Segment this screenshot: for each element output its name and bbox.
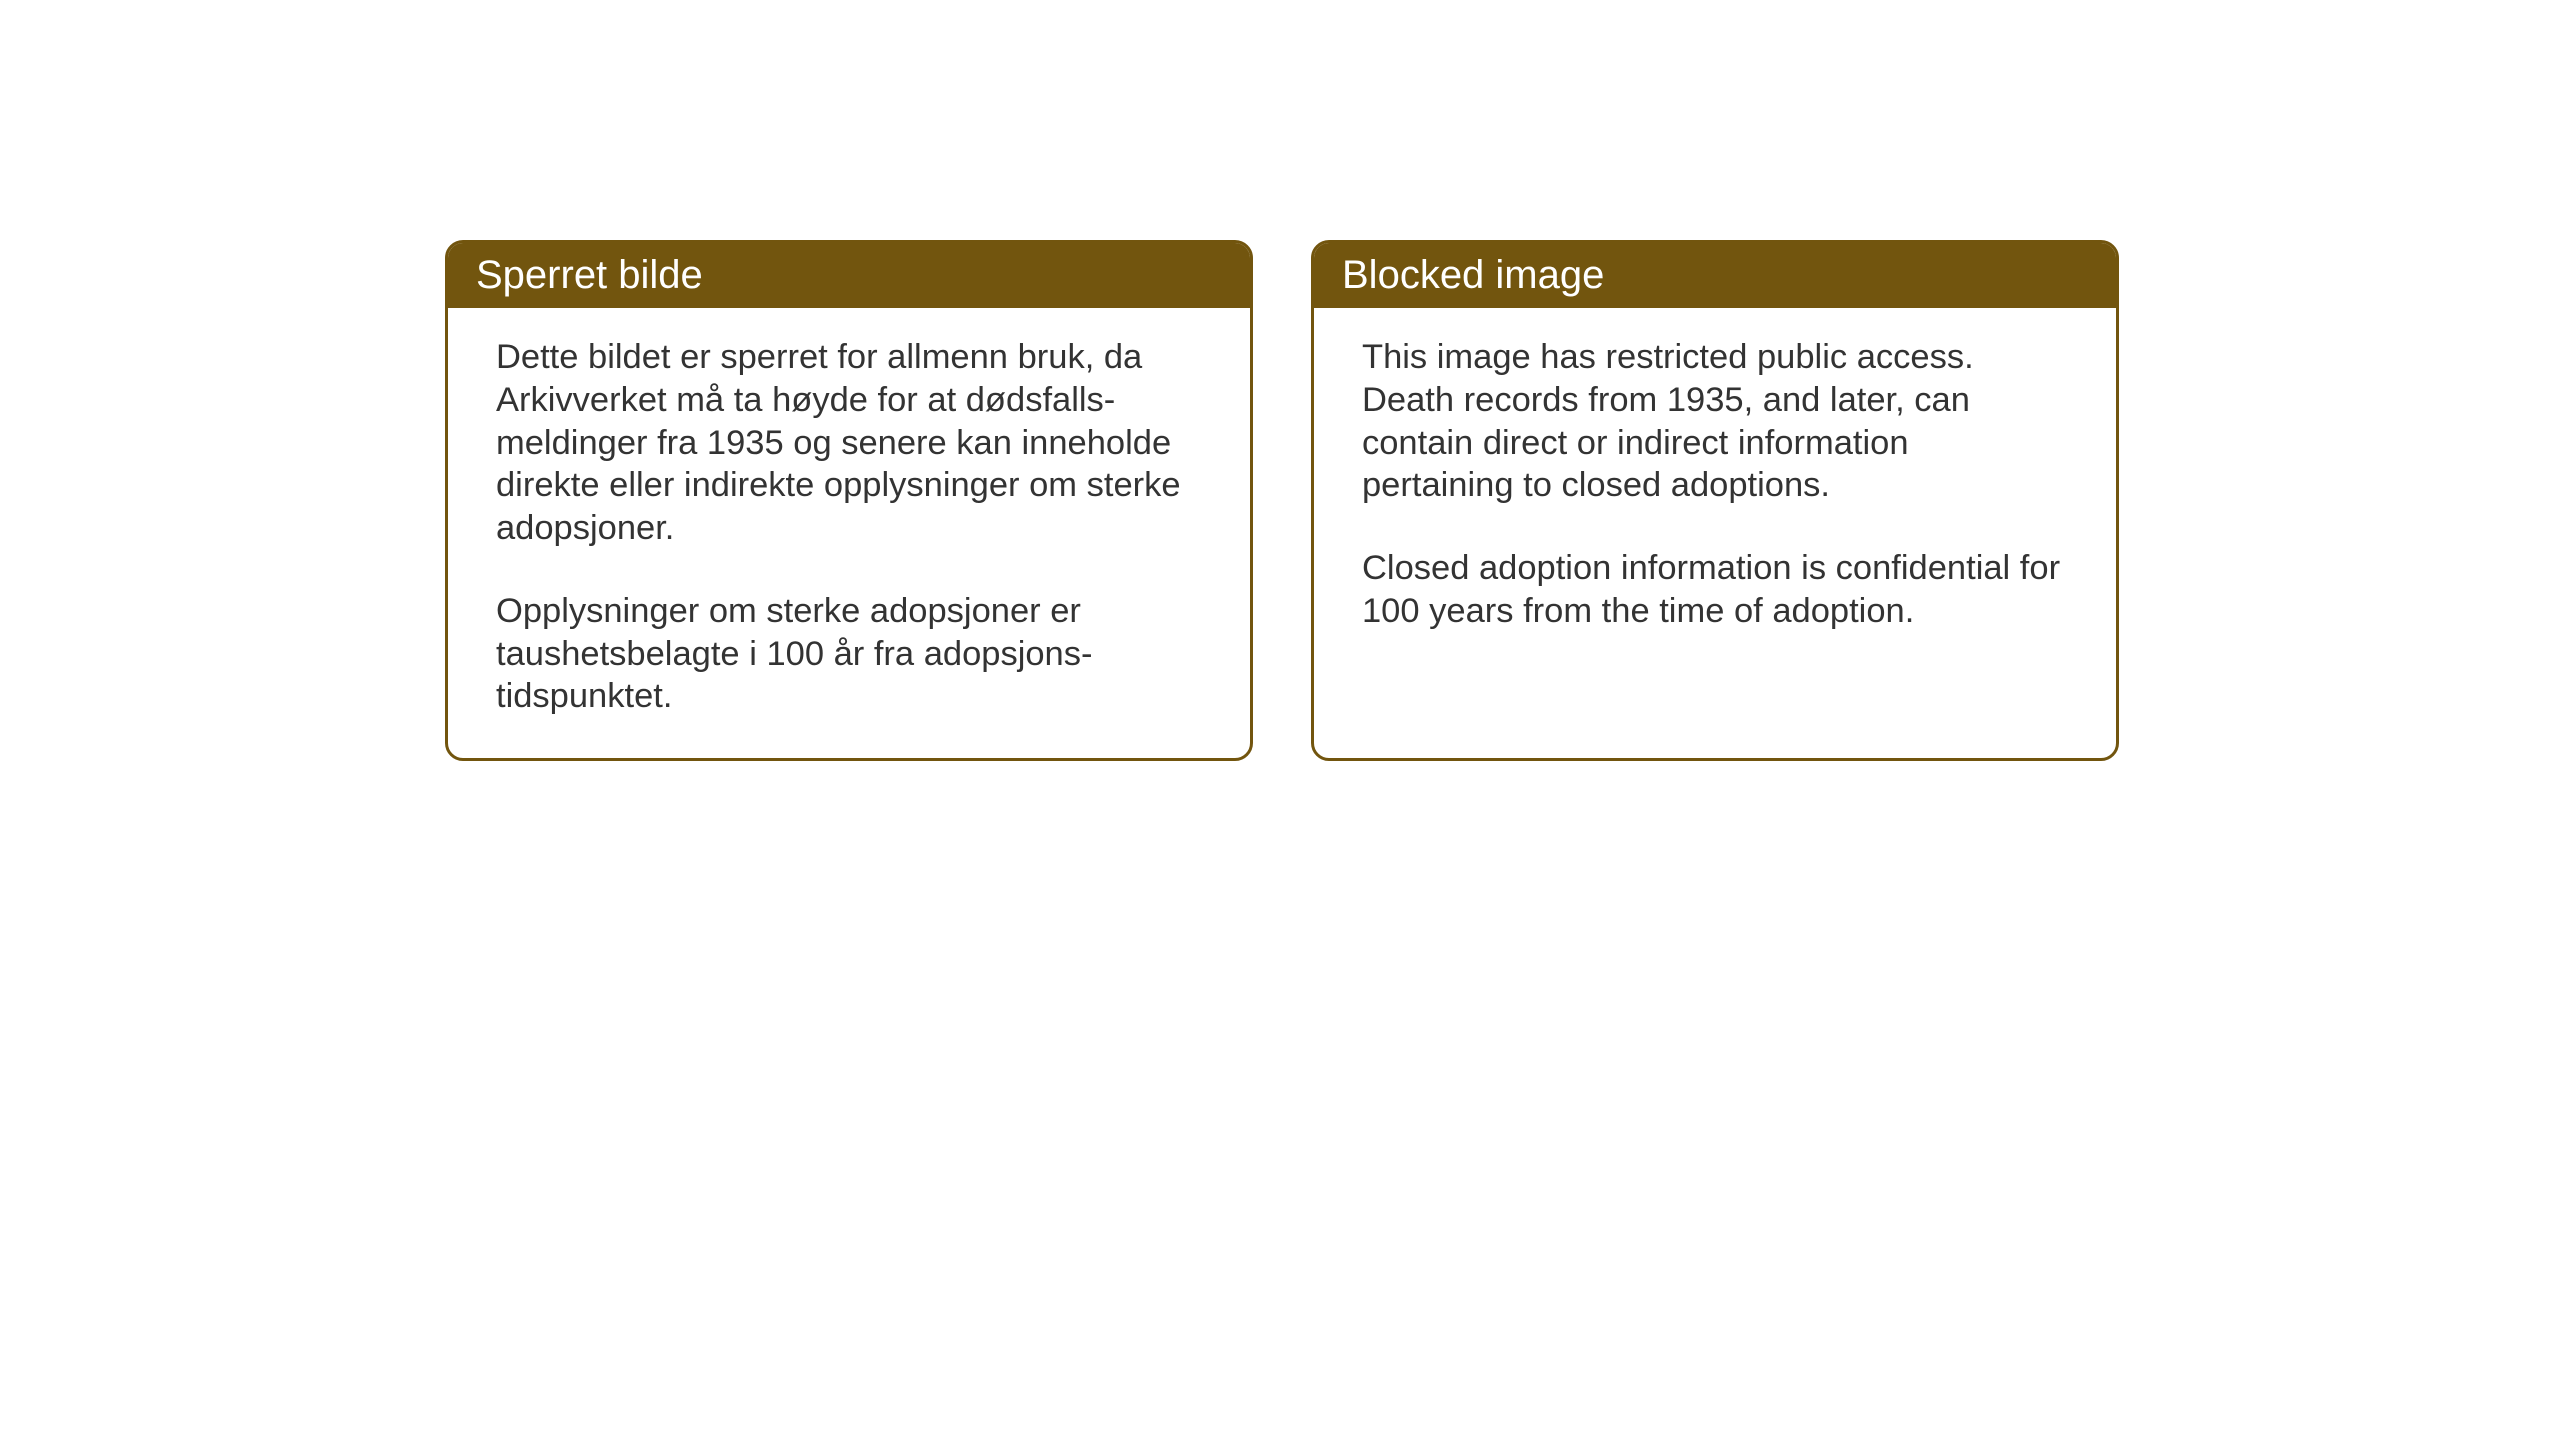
norwegian-notice-title: Sperret bilde — [448, 243, 1250, 308]
norwegian-notice-body: Dette bildet er sperret for allmenn bruk… — [448, 308, 1250, 758]
english-notice-title: Blocked image — [1314, 243, 2116, 308]
norwegian-notice-box: Sperret bilde Dette bildet er sperret fo… — [445, 240, 1253, 761]
english-notice-body: This image has restricted public access.… — [1314, 308, 2116, 673]
english-notice-box: Blocked image This image has restricted … — [1311, 240, 2119, 761]
notice-container: Sperret bilde Dette bildet er sperret fo… — [445, 240, 2119, 761]
norwegian-paragraph-1: Dette bildet er sperret for allmenn bruk… — [496, 336, 1202, 550]
english-paragraph-2: Closed adoption information is confident… — [1362, 547, 2068, 633]
norwegian-paragraph-2: Opplysninger om sterke adopsjoner er tau… — [496, 590, 1202, 718]
english-paragraph-1: This image has restricted public access.… — [1362, 336, 2068, 507]
